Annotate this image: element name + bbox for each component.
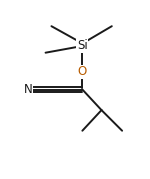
Text: N: N: [24, 83, 32, 96]
Text: Si: Si: [77, 39, 88, 52]
Text: O: O: [78, 65, 87, 78]
